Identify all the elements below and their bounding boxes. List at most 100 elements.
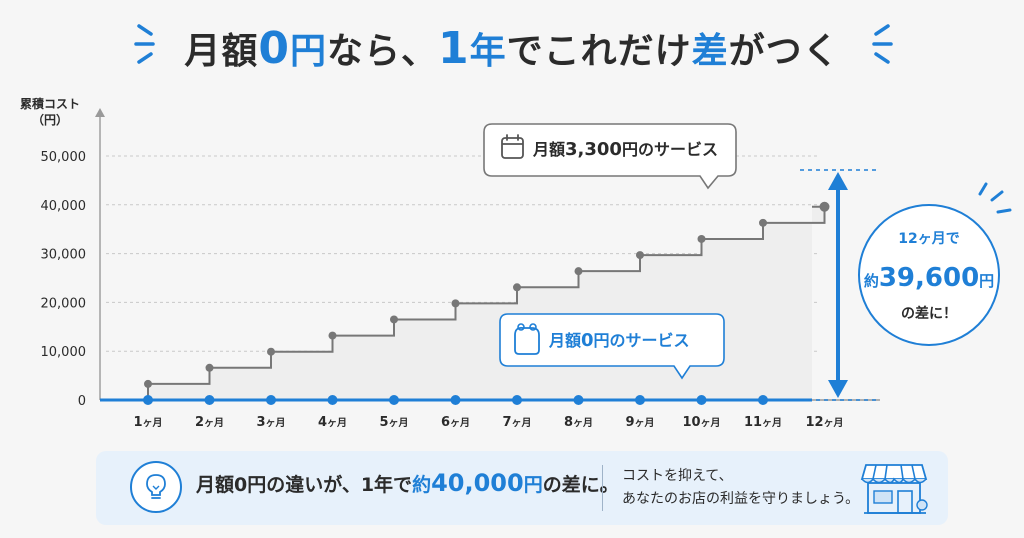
callout-free-service: 月額0円のサービス <box>499 313 725 380</box>
x-tick-label: 12ヶ月 <box>805 415 843 430</box>
paid-series-point <box>636 251 644 260</box>
headline-part: 年 <box>469 31 507 72</box>
callout-paid-prefix: 月額 <box>532 140 565 159</box>
x-tick-number: 2 <box>195 415 204 430</box>
free-series-point <box>450 395 461 405</box>
headline-part: 0 <box>258 22 290 74</box>
x-tick-label: 10ヶ月 <box>682 415 720 430</box>
x-tick-unit: ヶ月 <box>266 417 286 429</box>
x-tick-unit: ヶ月 <box>573 417 593 429</box>
left-sparkle-decoration <box>134 24 155 64</box>
paid-series-point <box>513 283 521 292</box>
headline-part: なら、 <box>326 31 438 72</box>
paid-series-point <box>759 218 767 227</box>
summary-banner: 月額0円の違いが、1年で約40,000円の差に。 コストを抑えて、 あなたのお店… <box>96 451 948 525</box>
paid-series-line <box>100 205 826 401</box>
headline: 月額 0 円なら、 1 年でこれだけ差がつく <box>0 18 1024 78</box>
callout-paid-service: 月額3,300円のサービス <box>483 123 737 190</box>
x-tick-number: 4 <box>318 415 327 430</box>
x-tick-label: 8ヶ月 <box>564 415 593 430</box>
free-series-point <box>389 395 399 405</box>
lightbulb-icon <box>130 461 182 513</box>
series <box>100 201 830 405</box>
right-sparkle-decoration <box>872 24 893 64</box>
banner-main-part: 約 <box>412 474 432 496</box>
callout-free-number: 0 <box>581 330 594 351</box>
free-series-point <box>327 395 338 405</box>
x-tick-number: 7 <box>502 415 511 430</box>
banner-main-part: の差に。 <box>542 474 619 496</box>
y-axis-title: （円） <box>32 112 68 127</box>
free-series-point <box>635 395 645 405</box>
banner-main-part: 円 <box>523 474 543 496</box>
free-series-point <box>204 395 215 405</box>
x-tick-unit: ヶ月 <box>824 417 844 429</box>
y-axis-title: 累積コスト <box>20 96 80 111</box>
x-tick-label: 1ヶ月 <box>133 415 162 430</box>
x-tick-label: 9ヶ月 <box>625 415 654 430</box>
headline-part: がつく <box>728 31 840 72</box>
y-axis-arrow <box>95 108 105 117</box>
difference-badge: 12ヶ月で 約39,600円 の差に！ <box>858 182 1012 346</box>
paid-series-point <box>574 267 583 276</box>
headline-part: 差 <box>691 31 729 72</box>
headline-part: 月額 <box>184 31 259 72</box>
x-tick-number: 10 <box>682 415 700 430</box>
x-tick-unit: ヶ月 <box>327 417 347 429</box>
svg-text:約39,600円: 約39,600円 <box>864 263 994 293</box>
x-tick-unit: ヶ月 <box>143 417 163 429</box>
x-tick-number: 5 <box>379 415 388 430</box>
calendar-icon <box>501 134 524 159</box>
x-tick-label: 5ヶ月 <box>379 415 408 430</box>
banner-main-part: 月額0円の違いが、1年で <box>196 474 413 496</box>
callout-paid-suffix: 円のサービス <box>622 140 718 159</box>
x-tick-number: 8 <box>564 415 573 430</box>
callout-paid-number: 3,300 <box>565 139 622 160</box>
badge-line-1: 12ヶ月で <box>898 231 959 247</box>
svg-text:月額3,300円のサービス: 月額3,300円のサービス <box>532 139 718 160</box>
headline-part: でこれだけ <box>506 31 692 72</box>
x-tick-label: 11ヶ月 <box>744 415 782 430</box>
badge-unit: 円 <box>979 272 994 290</box>
banner-sub-line-1: コストを抑えて、 <box>622 468 733 484</box>
banner-sub-line-2: あなたのお店の利益を守りましょう。 <box>622 491 860 507</box>
headline-part: 1 <box>437 22 470 74</box>
callout-free-suffix: 円のサービス <box>594 331 690 350</box>
badge-number: 39,600 <box>879 263 979 293</box>
free-series-point <box>143 395 153 405</box>
y-tick-label: 10,000 <box>41 345 87 360</box>
x-tick-unit: ヶ月 <box>762 417 782 429</box>
x-tick-unit: ヶ月 <box>204 417 224 429</box>
x-tick-label: 3ヶ月 <box>256 415 285 430</box>
x-tick-label: 7ヶ月 <box>502 415 531 430</box>
callout-free-prefix: 月額 <box>548 331 581 350</box>
badge-line-3: の差に！ <box>901 305 957 322</box>
x-tick-number: 6 <box>441 415 450 430</box>
x-tick-unit: ヶ月 <box>701 417 721 429</box>
y-tick-label: 30,000 <box>41 248 87 263</box>
paid-series-point <box>451 299 460 308</box>
paid-series-point <box>697 234 706 243</box>
banner-sub-text: コストを抑えて、 あなたのお店の利益を守りましょう。 <box>622 465 859 511</box>
wallet-icon <box>514 323 540 355</box>
x-tick-number: 12 <box>805 415 823 430</box>
paid-series-point <box>390 315 398 324</box>
paid-series-point <box>267 347 275 356</box>
banner-main-part: 40,000 <box>431 469 524 497</box>
paid-series-point <box>328 331 337 340</box>
x-tick-number: 3 <box>256 415 265 430</box>
x-tick-label: 6ヶ月 <box>441 415 470 430</box>
y-tick-label: 40,000 <box>41 199 87 214</box>
free-series-point <box>696 395 707 405</box>
x-tick-unit: ヶ月 <box>512 417 532 429</box>
free-series-point <box>266 395 276 405</box>
storefront-icon <box>860 464 928 514</box>
y-tick-label: 0 <box>78 394 86 409</box>
free-series-point <box>573 395 584 405</box>
free-series-point <box>758 395 768 405</box>
banner-divider <box>602 465 603 511</box>
paid-series-point <box>819 201 830 212</box>
y-tick-label: 20,000 <box>41 296 87 311</box>
